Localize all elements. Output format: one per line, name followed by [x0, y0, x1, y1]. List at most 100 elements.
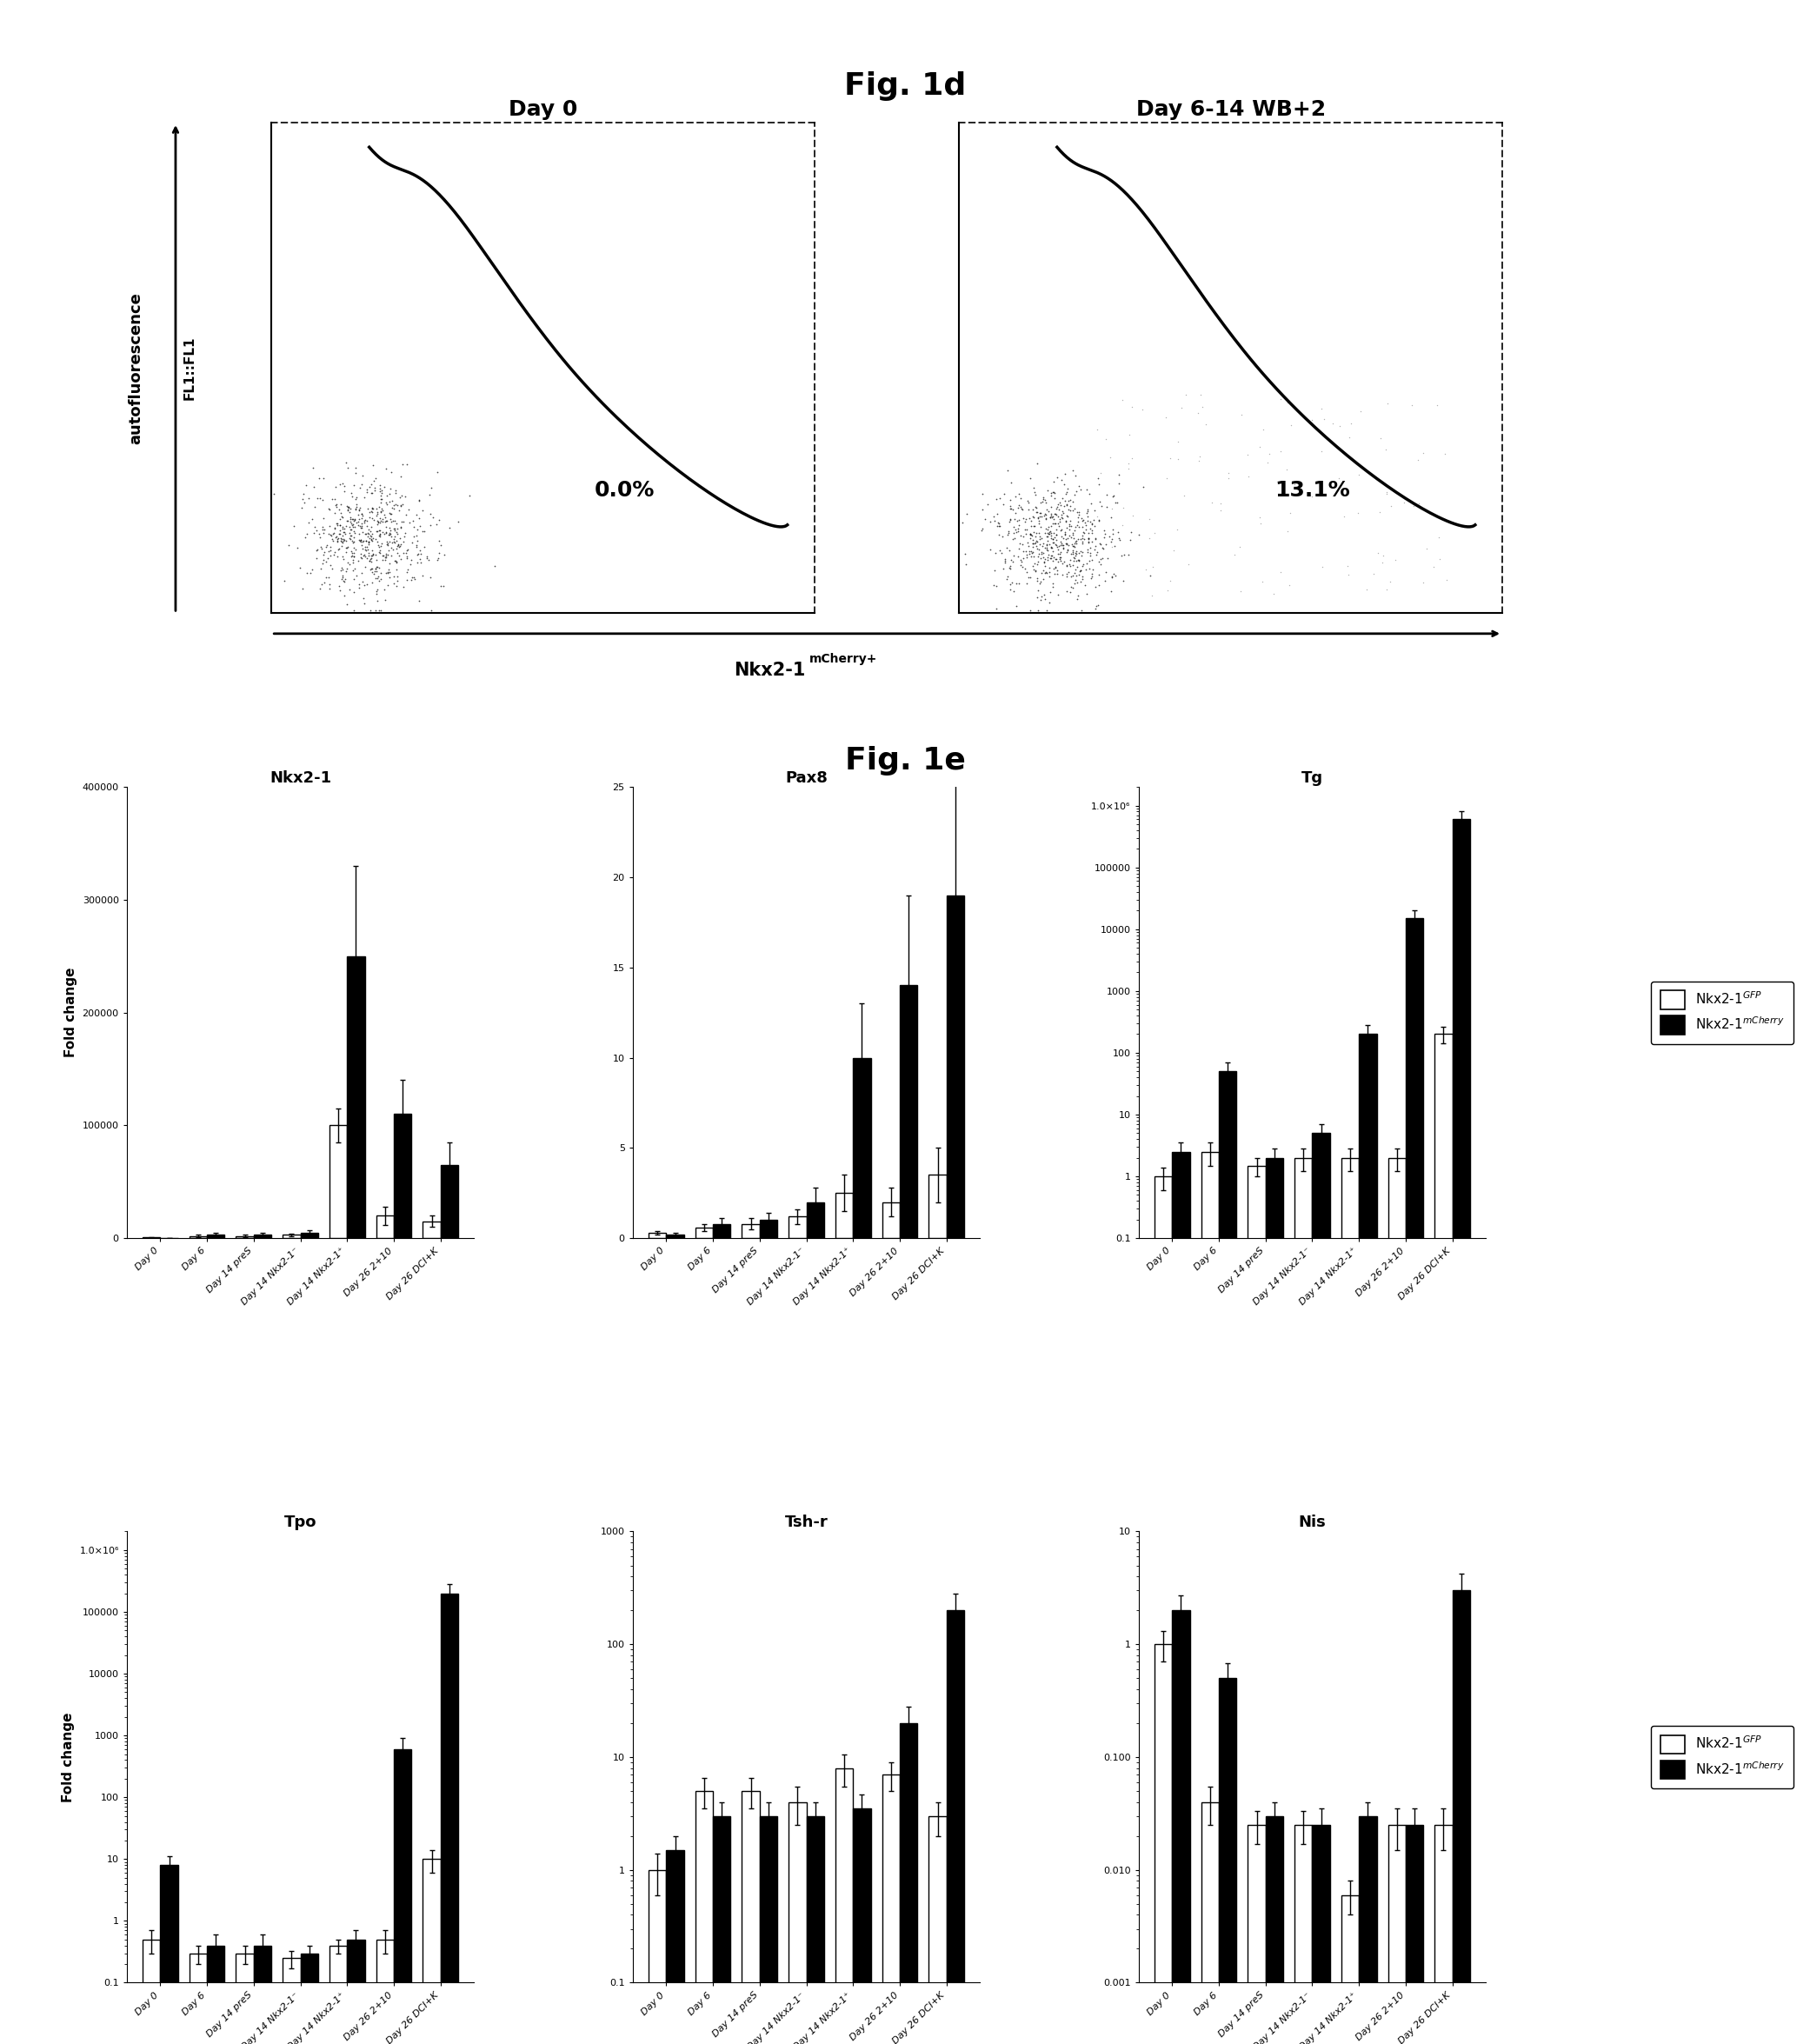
Point — [1215, 462, 1243, 495]
Point — [338, 515, 367, 548]
Point — [328, 511, 357, 544]
Point — [1039, 523, 1068, 556]
Point — [371, 505, 400, 538]
Point — [1376, 564, 1405, 597]
Point — [1030, 542, 1059, 574]
Point — [389, 448, 418, 480]
Point — [1037, 531, 1066, 564]
Point — [342, 480, 371, 513]
Point — [366, 503, 395, 536]
Point — [376, 540, 405, 572]
Point — [393, 556, 422, 589]
Title: Pax8: Pax8 — [786, 771, 827, 785]
Point — [992, 562, 1021, 595]
Point — [1205, 486, 1234, 519]
Bar — [947, 895, 965, 1239]
Point — [1037, 540, 1066, 572]
Point — [999, 574, 1028, 607]
Point — [1070, 507, 1099, 540]
Point — [1061, 542, 1090, 574]
Point — [373, 525, 402, 558]
Point — [366, 478, 395, 511]
Point — [373, 529, 402, 562]
Point — [1086, 484, 1115, 517]
Point — [328, 552, 357, 585]
Point — [1026, 542, 1055, 574]
Point — [340, 458, 369, 491]
Point — [357, 552, 386, 585]
Point — [1014, 529, 1043, 562]
Point — [308, 568, 337, 601]
Point — [1015, 505, 1044, 538]
Point — [389, 505, 418, 538]
Point — [389, 521, 418, 554]
Point — [375, 497, 404, 529]
Point — [1034, 538, 1062, 570]
Point — [335, 521, 364, 554]
Point — [1075, 525, 1104, 558]
Point — [393, 448, 422, 480]
Point — [1035, 499, 1064, 531]
Point — [429, 570, 458, 603]
Point — [992, 560, 1021, 593]
Point — [1104, 523, 1133, 556]
Point — [275, 527, 304, 560]
Point — [355, 521, 384, 554]
Point — [331, 562, 360, 595]
Point — [362, 562, 391, 595]
Point — [360, 556, 389, 589]
Point — [1035, 501, 1064, 533]
Point — [1062, 527, 1091, 560]
Point — [1070, 517, 1099, 550]
Point — [393, 542, 422, 574]
Point — [1153, 462, 1182, 495]
Point — [1055, 505, 1084, 538]
Point — [380, 519, 409, 552]
Point — [362, 499, 391, 531]
Point — [373, 527, 402, 560]
Point — [1044, 505, 1073, 538]
Point — [299, 470, 328, 503]
Point — [1032, 521, 1061, 554]
Point — [1050, 484, 1079, 517]
Point — [1028, 538, 1057, 570]
Point — [373, 489, 402, 521]
Point — [333, 491, 362, 523]
Point — [968, 513, 997, 546]
Point — [329, 515, 358, 548]
Point — [1052, 523, 1081, 556]
Point — [1021, 491, 1050, 523]
Point — [338, 509, 367, 542]
Point — [1276, 409, 1305, 442]
Point — [1082, 501, 1111, 533]
Point — [1086, 548, 1115, 580]
Point — [348, 468, 376, 501]
Point — [1017, 519, 1046, 552]
Point — [1028, 529, 1057, 562]
Point — [348, 542, 376, 574]
Point — [364, 562, 393, 595]
Point — [337, 507, 366, 540]
Point — [1093, 491, 1122, 523]
Point — [1064, 558, 1093, 591]
Point — [1010, 542, 1039, 574]
Point — [1006, 491, 1035, 523]
Point — [1024, 566, 1053, 599]
Point — [351, 533, 380, 566]
Point — [378, 484, 407, 517]
Point — [326, 509, 355, 542]
Point — [1023, 495, 1052, 527]
Point — [358, 493, 387, 525]
Point — [1023, 525, 1052, 558]
Point — [1046, 486, 1075, 519]
Point — [1097, 560, 1126, 593]
Point — [985, 533, 1014, 566]
Point — [1088, 531, 1117, 564]
Point — [1119, 390, 1148, 423]
Title: Tpo: Tpo — [284, 1515, 317, 1531]
Point — [1039, 544, 1068, 576]
Point — [349, 507, 378, 540]
Point — [1363, 536, 1392, 568]
Point — [337, 519, 366, 552]
Point — [382, 529, 411, 562]
